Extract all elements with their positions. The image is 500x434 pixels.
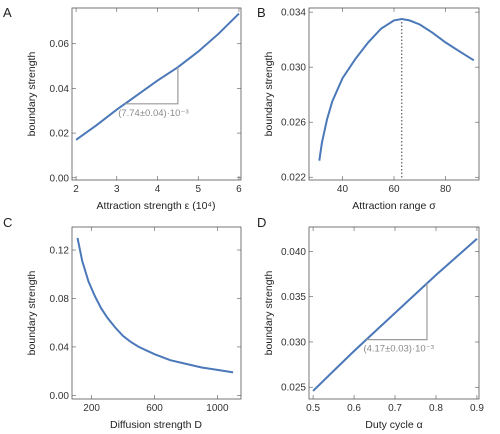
x-tick-label: 1000 [206,403,229,414]
axes-b: 40 60 80 0.022 0.026 0.030 0.034 [281,8,479,195]
y-tick-label: 0.030 [281,63,306,74]
x-axis-label: Attraction strength ε (10⁴) [97,200,216,212]
y-axis-label: boundary strength [26,52,38,137]
panel-b: B 40 60 80 0.022 0.026 0.030 0.034 Attraction … [257,5,480,212]
x-axis-label: Diffusion strength D [110,419,202,431]
y-tick-label: 0.030 [281,337,306,348]
slope-triangle [366,283,428,341]
y-tick-label: 0.022 [281,173,306,184]
series-line [76,237,234,374]
x-axis-label: Attraction range σ [352,200,436,212]
panel-d: D 0.5 0.6 0.7 0.8 0.9 0.025 0.030 0.035 0.040 (4… [257,215,484,431]
plot-frame [71,7,242,181]
axes-d: 0.5 0.6 0.7 0.8 0.9 0.025 0.030 0.035 0.040 [281,227,484,414]
y-tick-label: 0.12 [50,246,70,257]
y-tick-label: 0.08 [50,294,70,305]
y-tick-label: 0.040 [281,247,306,258]
x-tick-label: 0.8 [429,403,443,414]
y-tick-label: 0.04 [50,342,70,353]
series-line [312,238,478,392]
y-tick-label: 0.025 [281,383,306,394]
x-axis-label: Duty cycle α [365,419,422,431]
x-tick-label: 60 [388,184,400,195]
panel-a: A 2 3 4 5 6 0.00 0.02 0.04 0.06 (7.74±0.04)·10⁻³… [3,5,242,212]
panel-letter: B [257,5,266,20]
series-line [75,12,240,141]
x-tick-label: 0.9 [470,403,484,414]
x-tick-label: 5 [195,184,201,195]
x-tick-label: 600 [146,403,163,414]
x-tick-label: 3 [114,184,120,195]
x-tick-label: 80 [440,184,452,195]
panel-letter: A [3,5,12,20]
panel-letter: C [3,215,12,230]
plot-frame [71,226,242,400]
y-tick-label: 0.00 [50,391,70,402]
slope-triangle [124,67,179,105]
slope-annotation: (7.74±0.04)·10⁻³ [118,108,188,119]
slope-annotation: (4.17±0.03)·10⁻³ [363,344,433,355]
y-tick-label: 0.026 [281,118,306,129]
y-tick-label: 0.06 [50,39,70,50]
x-tick-label: 6 [236,184,242,195]
series-line [318,17,475,161]
y-axis-label: boundary strength [263,52,275,137]
x-tick-label: 0.7 [388,403,402,414]
x-tick-label: 200 [83,403,100,414]
x-tick-label: 4 [155,184,161,195]
axes-c: 200 600 1000 0.00 0.04 0.08 0.12 [50,227,241,414]
x-tick-label: 0.5 [306,403,320,414]
x-tick-label: 40 [337,184,349,195]
y-tick-label: 0.00 [50,173,70,184]
plot-frame [308,226,480,400]
y-tick-label: 0.034 [281,8,306,19]
panel-c: C 200 600 1000 0.00 0.04 0.08 0.12 Diffusion s… [3,215,242,431]
y-tick-label: 0.02 [50,129,70,140]
panel-letter: D [257,215,266,230]
y-tick-label: 0.04 [50,84,70,95]
y-tick-label: 0.035 [281,292,306,303]
x-tick-label: 0.6 [347,403,361,414]
y-axis-label: boundary strength [26,271,38,356]
x-tick-label: 2 [73,184,79,195]
axes-a: 2 3 4 5 6 0.00 0.02 0.04 0.06 [50,8,242,195]
y-axis-label: boundary strength [263,271,275,356]
